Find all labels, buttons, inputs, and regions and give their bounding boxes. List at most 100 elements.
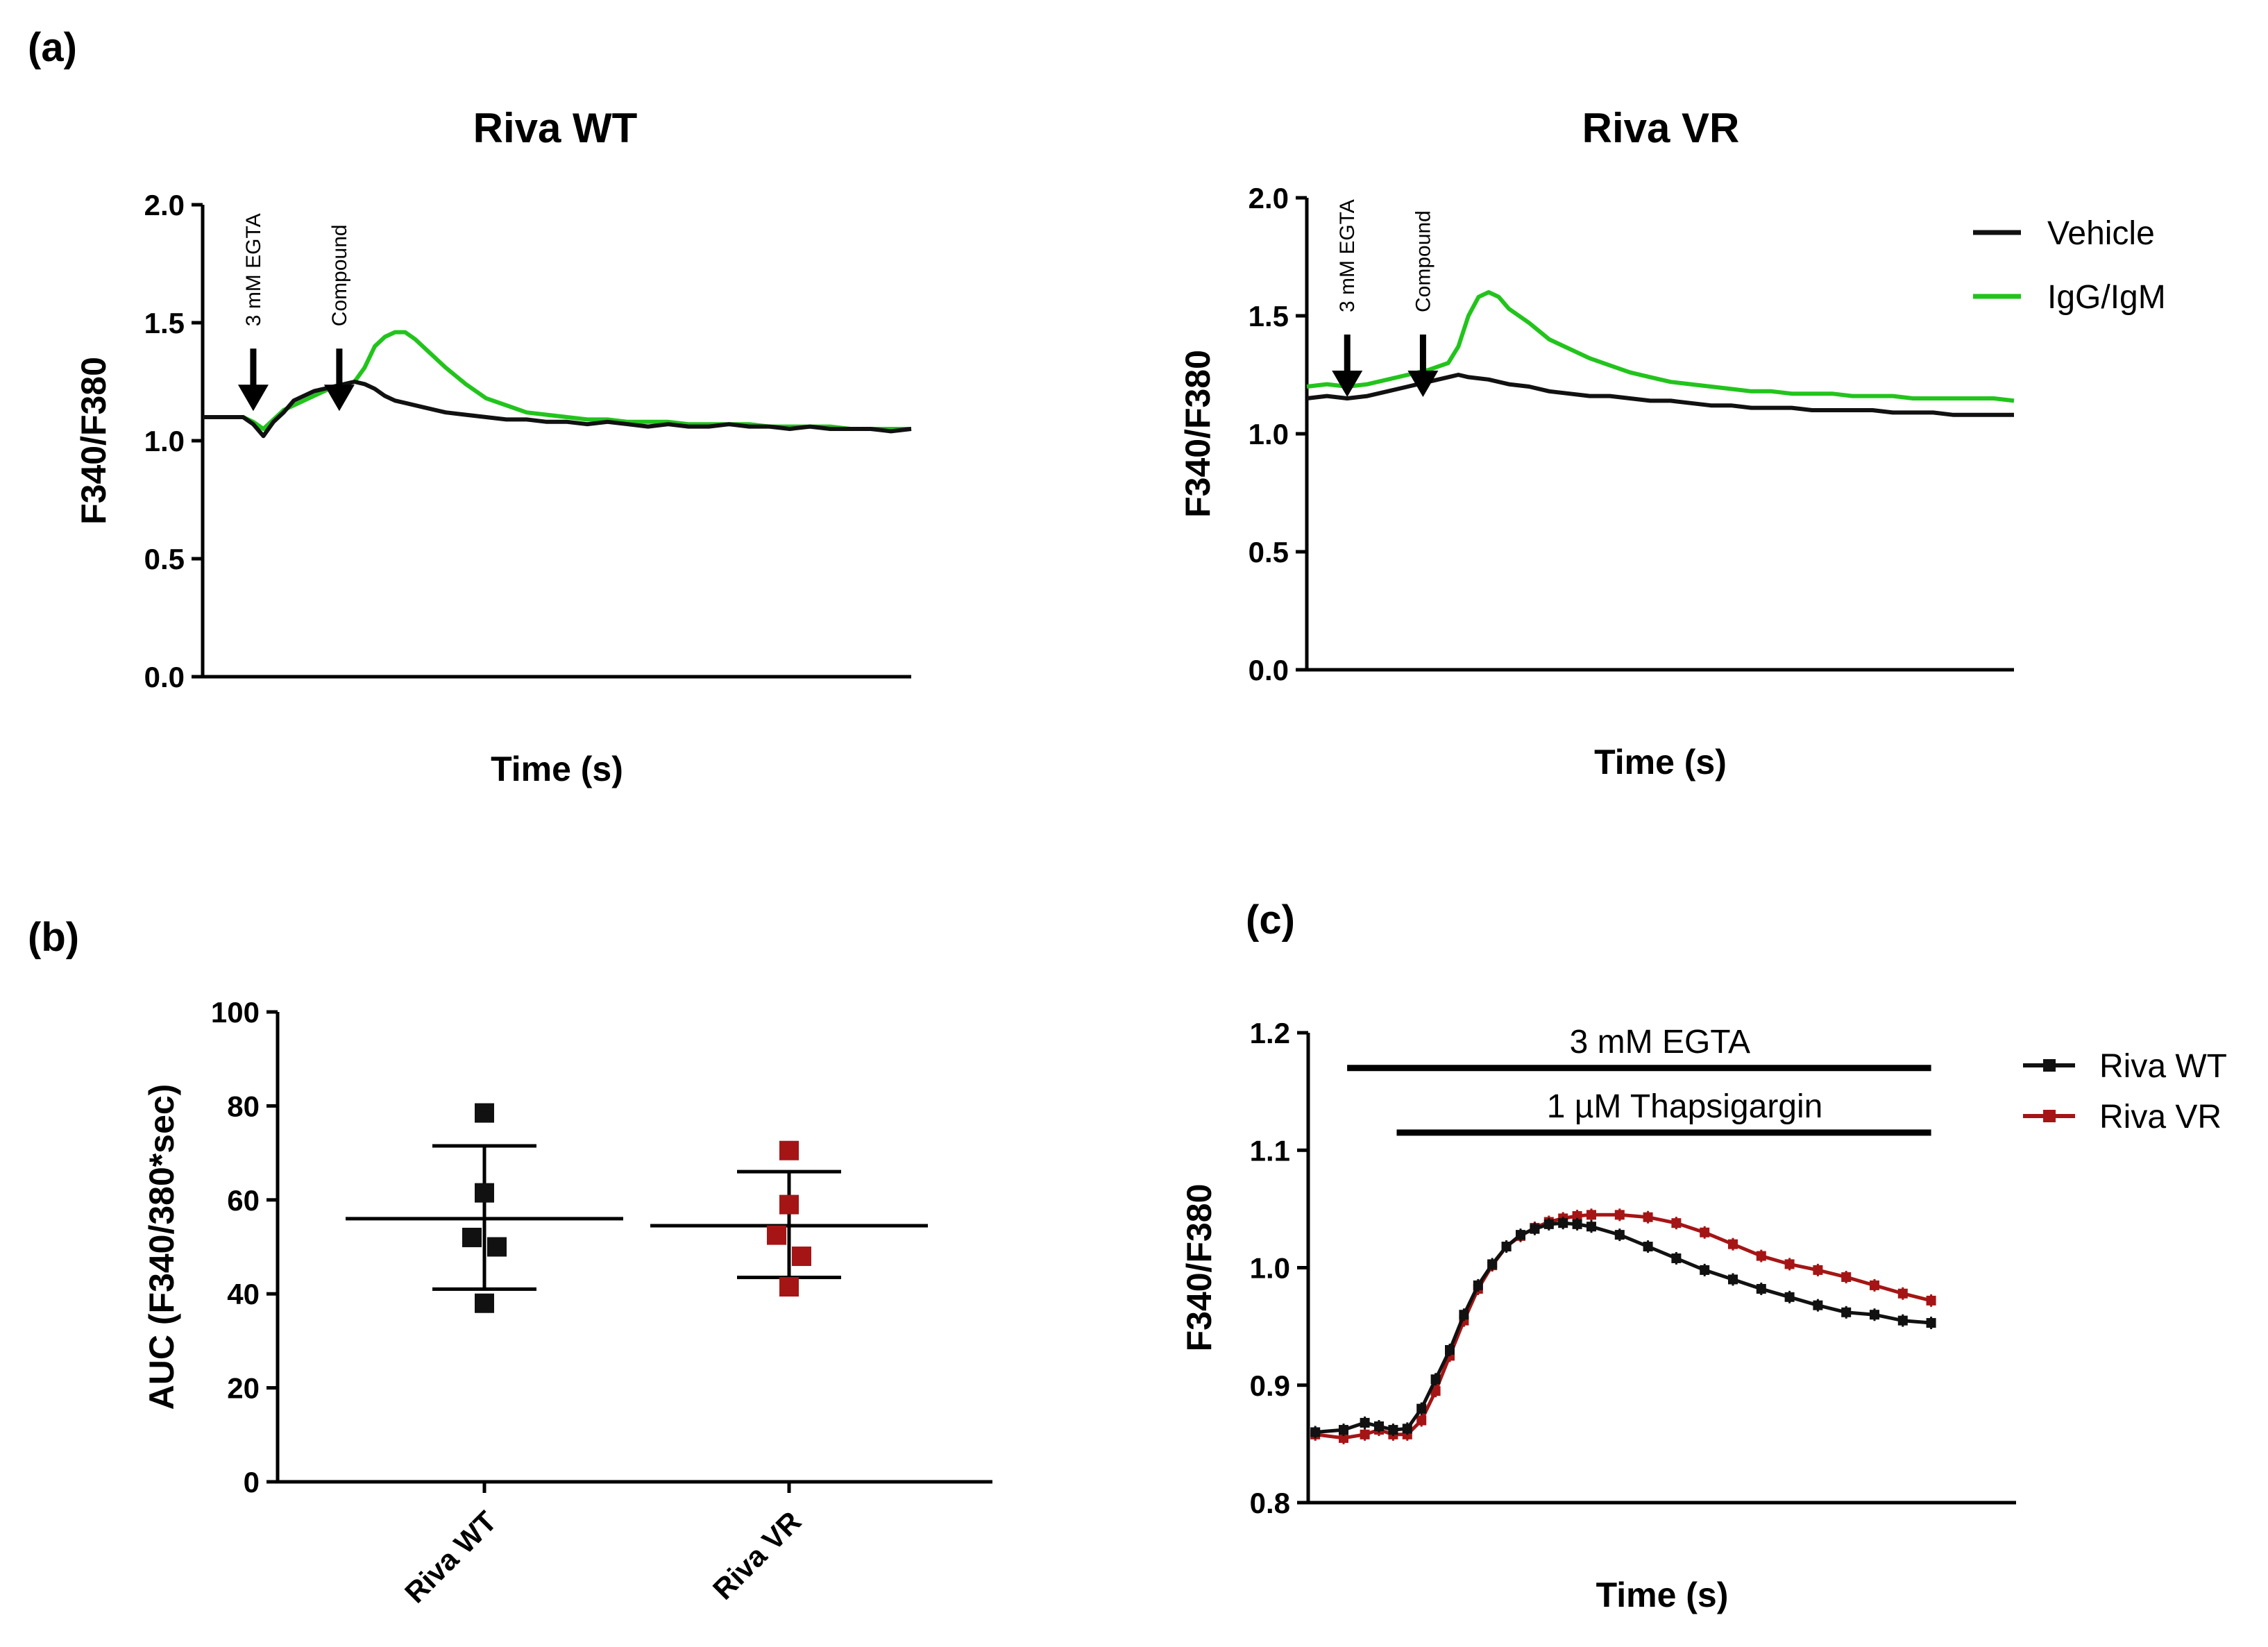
- chart-riva-wt-time-course: 0.0 0.5 1.0 1.5 2.0 F340/F380 Time (s) Riva WT 3…: [74, 105, 912, 788]
- panel-label-a: (a): [28, 25, 77, 70]
- data-marker: [1671, 1253, 1682, 1263]
- y-tick-label: 60: [227, 1184, 260, 1217]
- y-tick-label: 0.9: [1250, 1369, 1290, 1402]
- y-tick-label: 0: [244, 1466, 260, 1498]
- data-marker: [1388, 1425, 1398, 1435]
- data-marker: [1870, 1310, 1879, 1320]
- legend-label: Riva VR: [2099, 1099, 2222, 1135]
- data-marker: [1756, 1283, 1766, 1294]
- data-point: [475, 1183, 494, 1203]
- data-marker: [1572, 1219, 1582, 1229]
- data-marker: [1487, 1259, 1498, 1269]
- data-marker: [1813, 1265, 1823, 1275]
- data-marker: [1728, 1274, 1738, 1285]
- data-point: [779, 1194, 799, 1215]
- data-marker: [1339, 1425, 1348, 1435]
- data-marker: [1841, 1307, 1852, 1317]
- data-marker: [1473, 1280, 1483, 1290]
- data-marker: [1374, 1421, 1384, 1431]
- series-line-igg-igm: [1306, 290, 2015, 403]
- treatment-bar-label: 1 µM Thapsigargin: [1547, 1088, 1823, 1125]
- data-marker: [1339, 1433, 1348, 1443]
- y-tick-label: 1.5: [1249, 300, 1289, 332]
- legend-marker: [2043, 1110, 2056, 1122]
- data-marker: [1459, 1310, 1469, 1320]
- x-axis-title: Time (s): [1594, 743, 1727, 782]
- data-marker: [1586, 1210, 1596, 1220]
- data-marker: [1870, 1280, 1879, 1290]
- chart-title: Riva VR: [1582, 105, 1740, 151]
- y-tick-label: 80: [227, 1090, 260, 1122]
- data-marker: [1700, 1227, 1710, 1238]
- panel-label-b: (b): [28, 915, 79, 960]
- x-axis-title: Time (s): [491, 750, 623, 788]
- data-marker: [1671, 1218, 1682, 1228]
- treatment-bar-label: 3 mM EGTA: [1570, 1024, 1750, 1061]
- data-marker: [1402, 1424, 1412, 1434]
- data-marker: [1728, 1239, 1738, 1249]
- annotation-label: Compound: [328, 224, 351, 326]
- data-marker: [1643, 1242, 1653, 1252]
- y-tick-label: 1.0: [1249, 418, 1289, 450]
- data-marker: [1543, 1219, 1554, 1229]
- series-line-vehicle: [203, 380, 912, 439]
- y-tick-label: 2.0: [1249, 182, 1289, 214]
- data-marker: [1558, 1218, 1568, 1228]
- data-point: [779, 1277, 799, 1297]
- data-marker: [1530, 1224, 1540, 1234]
- category-label: Riva VR: [706, 1505, 807, 1605]
- category-label: Riva WT: [398, 1505, 503, 1610]
- legend-marker: [2043, 1059, 2056, 1072]
- y-tick-label: 0.5: [1249, 536, 1289, 568]
- y-tick-label: 2.0: [144, 189, 185, 221]
- y-tick-label: 20: [227, 1372, 260, 1405]
- y-tick-label: 0.0: [144, 661, 185, 693]
- legend-label: IgG/IgM: [2047, 279, 2166, 316]
- data-point: [475, 1293, 494, 1313]
- y-axis-title: F340/F380: [74, 357, 113, 525]
- data-point: [767, 1225, 786, 1245]
- chart-thapsigargin-time-course: 0.8 0.9 1.0 1.1 1.2 F340/F380 Time (s) 3 mM EGT…: [1180, 1017, 2227, 1614]
- data-marker: [1813, 1300, 1823, 1310]
- y-tick-label: 1.1: [1250, 1134, 1290, 1167]
- series-line-riva-wt: [1314, 1221, 1931, 1434]
- arrow-head: [1332, 371, 1363, 397]
- data-marker: [1614, 1230, 1625, 1240]
- data-marker: [1756, 1251, 1766, 1261]
- annotation-label: 3 mM EGTA: [242, 213, 265, 326]
- data-marker: [1430, 1374, 1441, 1385]
- data-marker: [1784, 1292, 1795, 1302]
- data-marker: [1926, 1318, 1936, 1328]
- chart-title: Riva WT: [473, 105, 638, 151]
- data-marker: [1445, 1344, 1455, 1355]
- data-marker: [1897, 1288, 1908, 1299]
- arrow-head: [323, 385, 355, 412]
- data-marker: [1926, 1295, 1936, 1306]
- data-marker: [1310, 1427, 1321, 1437]
- y-tick-label: 1.0: [144, 425, 185, 457]
- data-marker: [1501, 1242, 1512, 1252]
- y-tick-label: 40: [227, 1278, 260, 1310]
- y-tick-label: 0.8: [1250, 1487, 1290, 1519]
- data-marker: [1700, 1265, 1710, 1275]
- data-marker: [1586, 1222, 1596, 1232]
- y-tick-label: 1.0: [1250, 1252, 1290, 1285]
- data-point: [779, 1140, 799, 1160]
- data-point: [487, 1237, 507, 1257]
- data-point: [475, 1103, 494, 1123]
- data-point: [792, 1247, 811, 1267]
- annotation-label: Compound: [1412, 210, 1435, 312]
- data-marker: [1360, 1429, 1370, 1439]
- chart-riva-vr-time-course: 0.0 0.5 1.0 1.5 2.0 F340/F380 Time (s) Riva VR 3…: [1178, 105, 2166, 782]
- data-marker: [1614, 1210, 1625, 1220]
- arrow-head: [1407, 371, 1439, 397]
- data-marker: [1416, 1403, 1427, 1414]
- y-tick-label: 1.5: [144, 307, 185, 339]
- y-axis-title: F340/F380: [1180, 1184, 1219, 1352]
- panel-label-c: (c): [1246, 897, 1295, 943]
- y-tick-label: 1.2: [1250, 1017, 1290, 1049]
- data-marker: [1784, 1259, 1795, 1269]
- data-marker: [1516, 1230, 1525, 1240]
- legend-label: Riva WT: [2099, 1048, 2227, 1085]
